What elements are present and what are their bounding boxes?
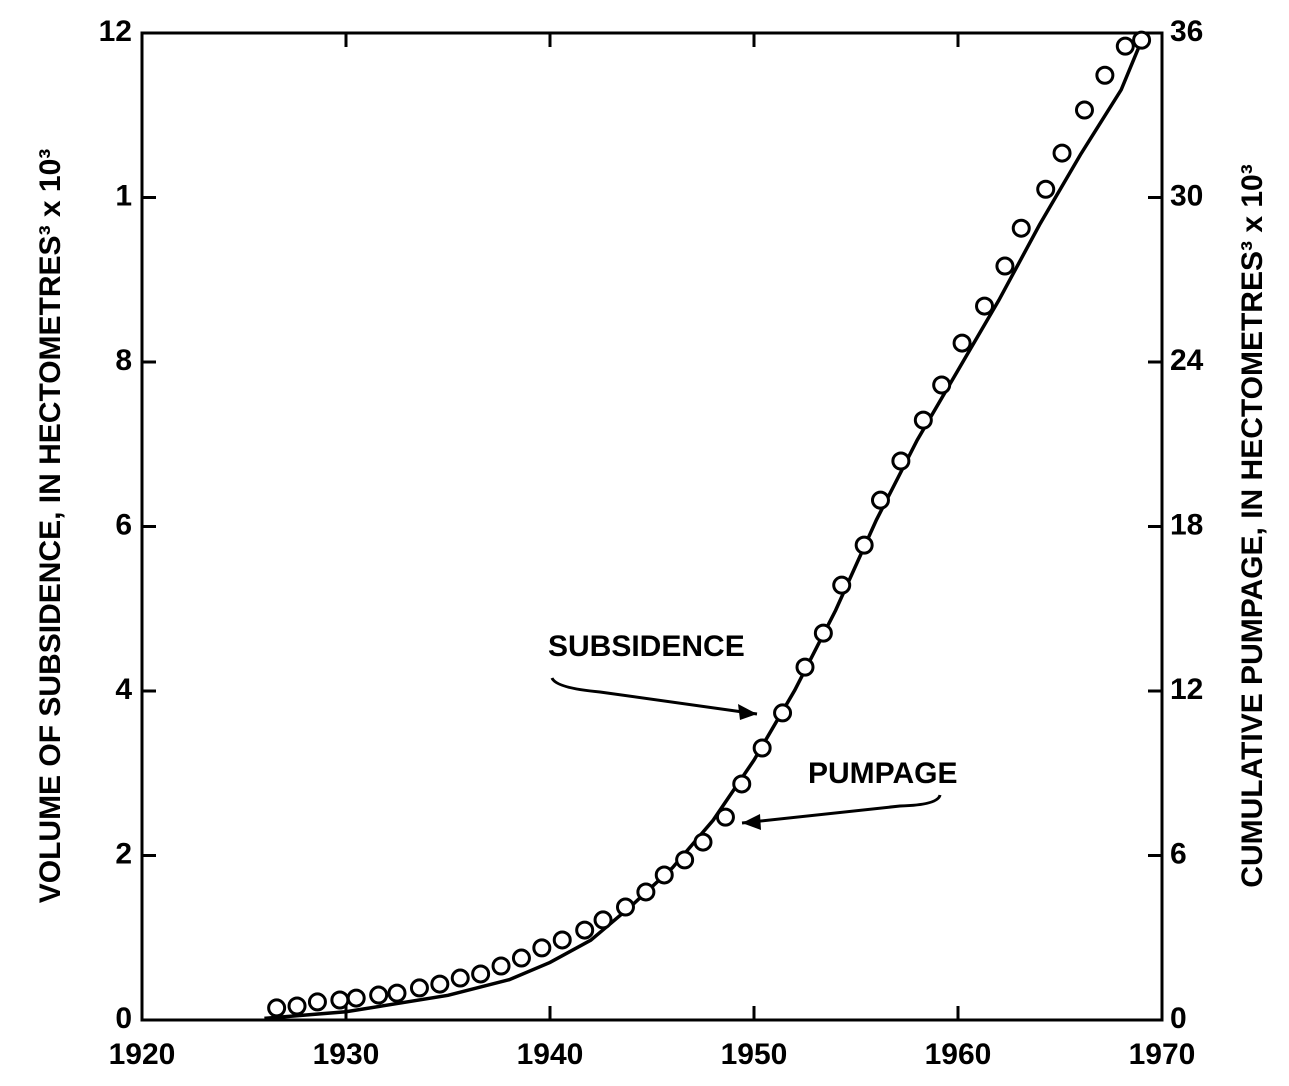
pumpage-point [450,968,470,988]
pumpage-point [693,832,713,852]
pumpage-point [1115,36,1135,56]
arrow-head [738,704,757,720]
y-tick-label: 12 [99,15,132,48]
pumpage-point [854,535,874,555]
y2-tick-label: 18 [1170,508,1203,541]
pumpage-point [471,964,491,984]
y2-tick-label: 0 [1170,1002,1187,1035]
pumpage-point [267,998,287,1018]
y2-tick-label: 12 [1170,673,1203,706]
pumpage-point [795,657,815,677]
x-tick-label: 1920 [109,1038,176,1071]
pumpage-point [575,920,595,940]
y2-tick-label: 30 [1170,179,1203,212]
pumpage-point [369,985,389,1005]
pumpage-point [636,882,656,902]
pumpage-point [995,256,1015,276]
x-tick-label: 1970 [1129,1038,1196,1071]
y-tick-label: 2 [115,837,132,870]
annotation: PUMPAGE [808,757,957,790]
plot-frame [140,31,1164,1022]
subsidence-line [264,39,1144,1021]
x-tick-label: 1950 [721,1038,788,1071]
pumpage-point [491,956,511,976]
pumpage-point [1132,30,1152,50]
pumpage-point [932,375,952,395]
pumpage-point [307,992,327,1012]
x-tick-label: 1960 [925,1038,992,1071]
x-tick-label: 1930 [313,1038,380,1071]
y-tick-label: 4 [115,673,132,706]
pumpage-point [773,703,793,723]
pumpage-point [287,996,307,1016]
y2-tick-label: 24 [1170,344,1204,377]
y-tick-label: 0 [115,1002,132,1035]
pumpage-point [615,897,635,917]
y-tick-label: 6 [115,508,132,541]
pumpage-point [511,948,531,968]
x-tick-label: 1940 [517,1038,584,1071]
annotation: SUBSIDENCE [548,630,745,663]
pumpage-point [752,738,772,758]
pumpage-point [891,451,911,471]
annotation-arrow [741,794,942,825]
pumpage-point [346,988,366,1008]
pumpage-point [1011,218,1031,238]
arrow-head [742,814,761,830]
pumpage-point [387,983,407,1003]
y-tick-label: 8 [115,344,132,377]
pumpage-point [330,990,350,1010]
pumpage-point [1052,143,1072,163]
pumpage-point [813,623,833,643]
pumpage-point [532,938,552,958]
pumpage-point [952,333,972,353]
pumpage-point [870,490,890,510]
pumpage-point [913,410,933,430]
pumpage-point [430,974,450,994]
pumpage-point [654,865,674,885]
pumpage-point [732,774,752,794]
annotation-arrow [550,677,758,716]
pumpage-point [1074,100,1094,120]
pumpage-point [409,978,429,998]
pumpage-point [715,807,735,827]
pumpage-point [832,575,852,595]
y-axis-label: VOLUME OF SUBSIDENCE, IN HECTOMETRES³ x … [34,149,67,904]
pumpage-point [552,930,572,950]
pumpage-point [1036,179,1056,199]
y2-tick-label: 36 [1170,15,1203,48]
pumpage-point [975,296,995,316]
y2-tick-label: 6 [1170,837,1187,870]
pumpage-point [1095,65,1115,85]
y-tick-label: 1 [115,179,132,212]
y2-axis-label: CUMULATIVE PUMPAGE, IN HECTOMETRES³ x 10… [1236,164,1269,887]
pumpage-point [593,910,613,930]
pumpage-point [675,850,695,870]
